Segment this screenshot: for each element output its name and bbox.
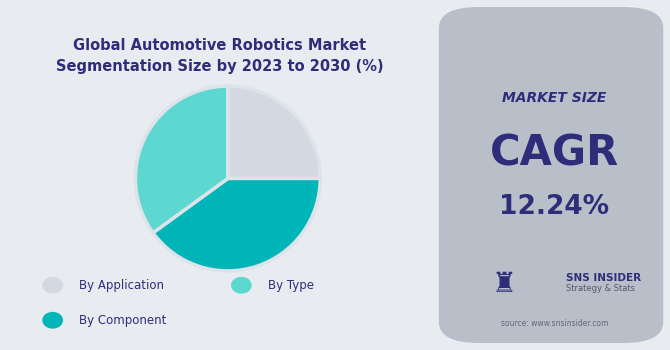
Text: By Component: By Component: [79, 314, 166, 327]
Circle shape: [43, 278, 62, 293]
Text: ♜: ♜: [491, 270, 516, 298]
Text: source: www.snsinsider.com: source: www.snsinsider.com: [500, 319, 608, 328]
Text: 12.24%: 12.24%: [499, 194, 610, 219]
Text: MARKET SIZE: MARKET SIZE: [502, 91, 606, 105]
Text: Strategy & Stats: Strategy & Stats: [566, 284, 635, 293]
FancyBboxPatch shape: [3, 2, 667, 348]
Circle shape: [43, 313, 62, 328]
Wedge shape: [228, 86, 320, 178]
Text: Global Automotive Robotics Market
Segmentation Size by 2023 to 2030 (%): Global Automotive Robotics Market Segmen…: [56, 38, 383, 75]
FancyBboxPatch shape: [439, 7, 663, 343]
Text: By Type: By Type: [268, 279, 314, 292]
Wedge shape: [153, 178, 320, 271]
Wedge shape: [135, 86, 228, 233]
Text: SNS INSIDER: SNS INSIDER: [566, 273, 641, 283]
Text: CAGR: CAGR: [490, 133, 619, 175]
Circle shape: [232, 278, 251, 293]
Text: By Application: By Application: [79, 279, 164, 292]
